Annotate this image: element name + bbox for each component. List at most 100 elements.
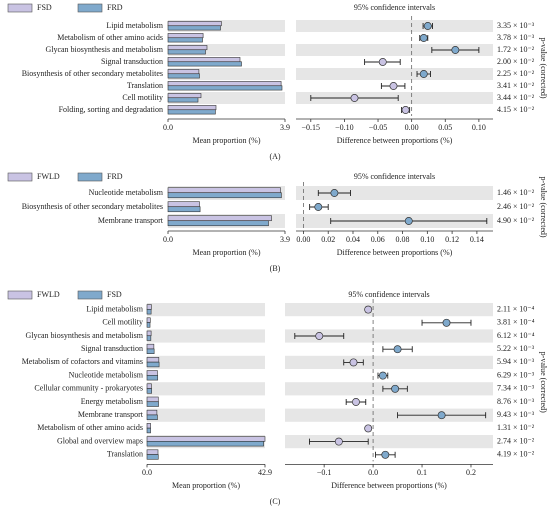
x-tick-label: 0.00	[296, 235, 310, 244]
bar	[167, 206, 201, 213]
category-label: Glycan biosynthesis and metabolism	[25, 331, 143, 340]
legend-swatch	[7, 172, 33, 182]
bar	[167, 21, 222, 27]
bar	[167, 93, 202, 99]
difference-point	[404, 217, 413, 225]
p-value: 3.81 × 10⁻⁴	[497, 318, 535, 327]
row-shade	[296, 44, 493, 56]
x-tick-label: 42.9	[258, 468, 272, 477]
bar	[146, 361, 160, 368]
p-value: 2.46 × 10⁻²	[497, 202, 535, 211]
bar	[146, 317, 151, 323]
bar	[146, 357, 160, 363]
p-value: 1.31 × 10⁻²	[497, 423, 535, 432]
row-shade	[147, 408, 265, 422]
difference-point	[389, 82, 398, 90]
legend-label: FSD	[37, 3, 52, 12]
bar	[167, 49, 206, 55]
bar	[167, 192, 282, 199]
bar	[167, 187, 281, 194]
x-tick-label: −0.15	[302, 123, 321, 132]
difference-point	[437, 411, 446, 420]
p-value: 3.35 × 10⁻³	[497, 21, 535, 30]
bar	[146, 375, 159, 381]
p-value: 7.34 × 10⁻³	[497, 384, 535, 393]
category-label: Energy metabolism	[81, 397, 144, 406]
p-value: 5.22 × 10⁻³	[497, 344, 535, 353]
ci-title: 95% confidence intervals	[354, 3, 435, 12]
bar	[167, 37, 203, 43]
bar	[146, 304, 152, 310]
x-tick-label: 0.0	[163, 235, 173, 244]
bar	[167, 69, 200, 75]
difference-point	[393, 345, 402, 354]
difference-point	[334, 437, 343, 446]
x-axis-title: Difference between proportions (%)	[337, 248, 453, 257]
category-label: Cell motility	[122, 93, 163, 102]
difference-point	[381, 450, 390, 459]
bar	[167, 220, 269, 227]
legend-swatch	[77, 290, 103, 300]
x-tick-label: −0.05	[369, 123, 388, 132]
p-value: 9.43 × 10⁻³	[497, 410, 535, 419]
category-label: Nucleotide metabolism	[69, 370, 144, 379]
x-tick-label: −0.1	[317, 468, 332, 477]
x-axis-title: Mean proportion (%)	[193, 136, 261, 145]
legend-swatch	[77, 3, 103, 13]
difference-point	[350, 94, 359, 102]
difference-point	[378, 371, 387, 380]
legend-label: FWLD	[37, 290, 60, 299]
bar	[146, 454, 159, 460]
row-shade	[285, 303, 493, 317]
bar	[146, 441, 264, 447]
bar	[146, 401, 159, 407]
difference-point	[349, 358, 358, 367]
p-value: 1.72 × 10⁻²	[497, 45, 535, 54]
difference-point	[378, 58, 387, 66]
ci-title: 95% confidence intervals	[354, 172, 435, 181]
difference-point	[314, 203, 323, 211]
bar	[146, 370, 158, 376]
p-value: 5.94 × 10⁻³	[497, 357, 535, 366]
x-tick-label: 0.0	[142, 468, 152, 477]
bar	[146, 423, 151, 429]
x-tick-label: 0.0	[368, 468, 378, 477]
difference-point	[364, 305, 373, 314]
x-tick-label: 0.05	[438, 123, 452, 132]
p-value: 4.15 × 10⁻²	[497, 105, 535, 114]
difference-point	[391, 384, 400, 393]
p-axis-title: p-value (corrected)	[539, 352, 548, 413]
p-value: 2.11 × 10⁻⁴	[497, 304, 534, 313]
legend-label: FRD	[107, 3, 123, 12]
p-value: 2.25 × 10⁻²	[497, 69, 535, 78]
x-axis-title: Difference between proportions (%)	[331, 481, 447, 490]
p-value: 6.29 × 10⁻³	[497, 370, 535, 379]
row-shade	[147, 303, 265, 317]
legend-label: FWLD	[37, 172, 60, 181]
x-tick-label: 0.06	[371, 235, 385, 244]
category-label: Membrane transport	[98, 216, 164, 225]
bar	[167, 109, 216, 115]
bar	[167, 25, 221, 31]
row-shade	[147, 355, 265, 369]
category-label: Cellular community - prokaryotes	[34, 384, 143, 393]
x-axis-title: Difference between proportions (%)	[337, 136, 453, 145]
bar	[146, 436, 266, 442]
ci-title: 95% confidence intervals	[348, 290, 429, 299]
x-tick-label: 0.12	[445, 235, 459, 244]
legend-label: FSD	[107, 290, 122, 299]
legend-swatch	[7, 3, 33, 13]
row-shade	[296, 68, 493, 80]
bar	[167, 73, 200, 79]
bar	[167, 105, 217, 111]
category-label: Global and overview maps	[57, 436, 143, 445]
bar	[167, 201, 200, 208]
difference-point	[352, 398, 360, 406]
x-tick-label: 0.14	[470, 235, 484, 244]
difference-point	[419, 70, 428, 78]
category-label: Glycan biosynthesis and metabolism	[45, 45, 163, 54]
category-label: Metabolism of other amino acids	[57, 33, 163, 42]
row-shade	[296, 186, 493, 200]
bar	[146, 383, 152, 389]
